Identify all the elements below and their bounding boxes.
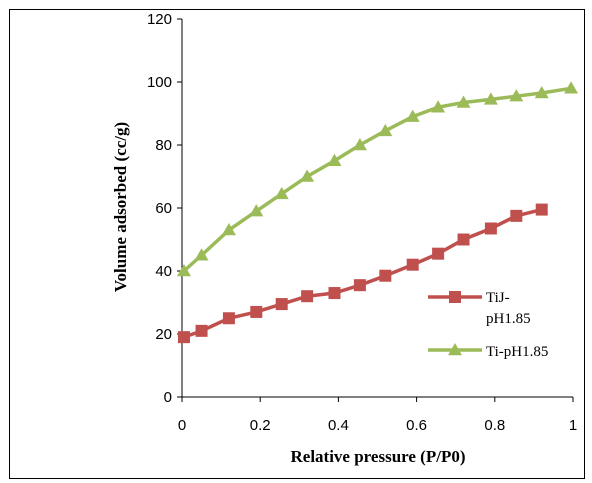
data-point [177, 331, 190, 344]
data-point [176, 264, 191, 277]
x-tick-label: 0.2 [250, 417, 271, 434]
data-point [483, 92, 498, 105]
y-axis-title: Volume adsorbed (cc/g) [111, 122, 130, 292]
data-point [352, 138, 367, 151]
data-point [353, 279, 366, 292]
data-point [534, 86, 549, 99]
data-point [406, 258, 419, 271]
data-point [327, 153, 342, 166]
y-tick-label: 20 [155, 326, 172, 343]
data-point [510, 209, 523, 222]
data-point [456, 95, 471, 108]
y-tick-label: 0 [164, 389, 172, 406]
data-point [221, 223, 236, 236]
data-point [195, 324, 208, 337]
data-point [431, 100, 446, 113]
data-point [194, 248, 209, 261]
data-point [457, 233, 470, 246]
legend-item-1: TiJ-pH1.85 [428, 290, 531, 327]
y-tick-label: 40 [155, 263, 172, 280]
x-tick-label: 0.4 [328, 417, 349, 434]
data-point [275, 298, 288, 311]
data-point [249, 204, 264, 217]
legend-label: Ti-pH1.85 [486, 344, 548, 360]
data-point [432, 247, 445, 260]
data-point [222, 312, 235, 325]
ticks: 0 20 40 60 80 100 120 0 0.2 0.4 0.6 0.8 1 [147, 11, 577, 434]
data-point [535, 203, 548, 216]
data-point [250, 305, 263, 318]
y-tick-label: 120 [147, 11, 172, 28]
legend-marker [449, 291, 461, 303]
series-1 [177, 203, 548, 344]
data-point [405, 109, 420, 122]
x-tick-label: 1 [569, 417, 577, 434]
legend-marker [448, 343, 462, 356]
legend-item-2: Ti-pH1.85 [428, 343, 548, 360]
series-layer [176, 81, 579, 344]
data-point [379, 269, 392, 282]
legend-label: TiJ- [486, 290, 510, 306]
data-point [509, 89, 524, 102]
y-tick-label: 100 [147, 74, 172, 91]
series-2 [176, 81, 579, 277]
series-line [182, 86, 572, 273]
x-tick-label: 0.8 [484, 417, 505, 434]
data-point [484, 222, 497, 235]
x-tick-label: 0.6 [406, 417, 427, 434]
data-point [274, 186, 289, 200]
legend: TiJ-pH1.85 Ti-pH1.85 [428, 290, 548, 360]
chart-frame [9, 9, 585, 479]
x-axis-title: Relative pressure (P/P0) [291, 447, 466, 466]
data-point [378, 123, 393, 137]
data-point [564, 81, 579, 94]
data-point [301, 290, 314, 303]
data-point [300, 169, 315, 182]
y-tick-label: 80 [155, 137, 172, 154]
x-tick-label: 0 [178, 417, 186, 434]
y-tick-label: 60 [155, 200, 172, 217]
legend-label: pH1.85 [486, 311, 531, 327]
data-point [328, 287, 341, 300]
